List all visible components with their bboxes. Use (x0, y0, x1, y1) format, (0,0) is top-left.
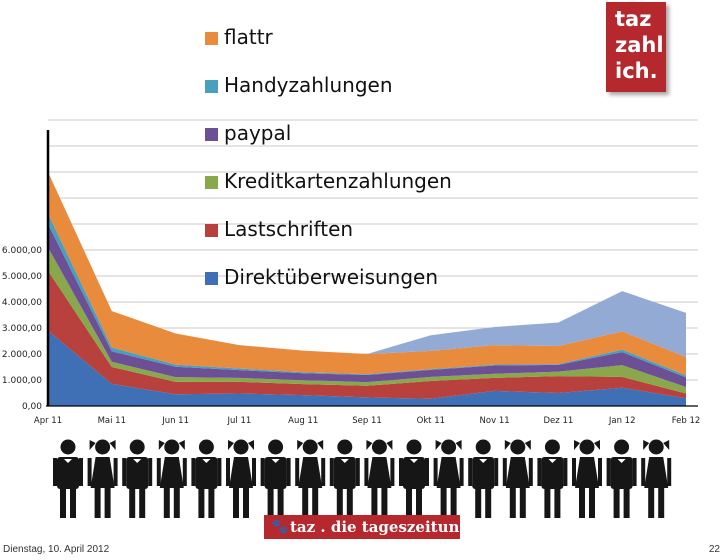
x-tick-labels: Apr 11 Mai 11 Jun 11 Jul 11 Aug 11 Sep 11 Okt … (34, 416, 700, 426)
legend-label: Lastschriften (224, 217, 353, 241)
stacked-area-chart: 0,00 1.000,00 2.000,00 3.000,00 4.000,00 5.00… (2, 25, 700, 426)
chart-legend: flattr Handyzahlungen paypal Kreditkartenza… (205, 25, 452, 289)
person-figure-icon (53, 439, 83, 518)
footer-date: Dienstag, 10. April 2012 (3, 544, 110, 555)
x-tick-label: Jun 11 (161, 416, 189, 426)
person-figure-icon (329, 439, 360, 518)
legend-label: flattr (224, 25, 274, 49)
person-figure-icon (468, 439, 499, 518)
taz-zahl-ich-logo: taz zahl ich. (606, 2, 666, 92)
y-tick-label: 0,00 (22, 402, 42, 412)
legend-swatch (205, 224, 218, 237)
legend-swatch (205, 32, 218, 45)
person-figure-icon (295, 439, 326, 518)
person-figure-icon (191, 439, 222, 518)
legend-label: Handyzahlungen (224, 73, 393, 97)
x-tick-label: Apr 11 (34, 416, 62, 426)
area-series-direktüberweisungen (48, 330, 686, 406)
person-figure-icon (226, 439, 256, 518)
area-series-lastschriften (48, 270, 686, 399)
legend-swatch (205, 176, 218, 189)
x-tick-label: Aug 11 (288, 416, 318, 426)
y-tick-label: 2.000,00 (2, 350, 42, 360)
x-tick-label: Feb 12 (672, 416, 701, 426)
y-tick-label: 5.000,00 (2, 272, 42, 282)
y-tick-labels: 0,00 1.000,00 2.000,00 3.000,00 4.000,00 5.00… (2, 246, 42, 412)
person-figure-icon (156, 439, 187, 518)
legend-swatch (205, 128, 218, 141)
y-tick-label: 1.000,00 (2, 376, 42, 386)
banner-text: taz . die tageszeitung (290, 518, 470, 536)
person-figure-icon (537, 439, 568, 518)
page-number: 22 (708, 544, 720, 555)
person-figure-icon (399, 439, 429, 518)
person-figure-icon (364, 439, 395, 518)
chart-areas (48, 172, 686, 406)
people-row (53, 439, 672, 518)
logo-line-1: taz (615, 7, 652, 31)
y-tick-label: 3.000,00 (2, 324, 42, 334)
logo-line-3: ich. (615, 59, 658, 83)
legend-label: Kreditkartenzahlungen (224, 169, 452, 193)
person-figure-icon (260, 439, 291, 518)
y-tick-label: 6.000,00 (2, 246, 42, 256)
x-tick-label: Okt 11 (417, 416, 445, 426)
legend-label: Direktüberweisungen (224, 265, 438, 289)
paw-icon: 🐾 (271, 519, 289, 535)
person-figure-icon (606, 439, 637, 518)
legend-swatch (205, 272, 218, 285)
legend-label: paypal (224, 121, 291, 145)
x-tick-label: Mai 11 (98, 416, 126, 426)
person-figure-icon (502, 439, 533, 518)
person-figure-icon (122, 439, 153, 518)
person-figure-icon (572, 439, 602, 518)
person-figure-icon (641, 439, 672, 518)
person-figure-icon (87, 439, 118, 518)
x-tick-label: Sep 11 (352, 416, 382, 426)
x-tick-label: Jan 12 (608, 416, 636, 426)
person-figure-icon (433, 439, 464, 518)
taz-banner: 🐾 taz . die tageszeitung (264, 515, 470, 539)
logo-line-2: zahl (615, 33, 664, 57)
x-tick-label: Dez 11 (544, 416, 574, 426)
y-tick-label: 4.000,00 (2, 298, 42, 308)
x-tick-label: Jul 11 (227, 416, 252, 426)
legend-swatch (205, 80, 218, 93)
x-tick-label: Nov 11 (480, 416, 510, 426)
